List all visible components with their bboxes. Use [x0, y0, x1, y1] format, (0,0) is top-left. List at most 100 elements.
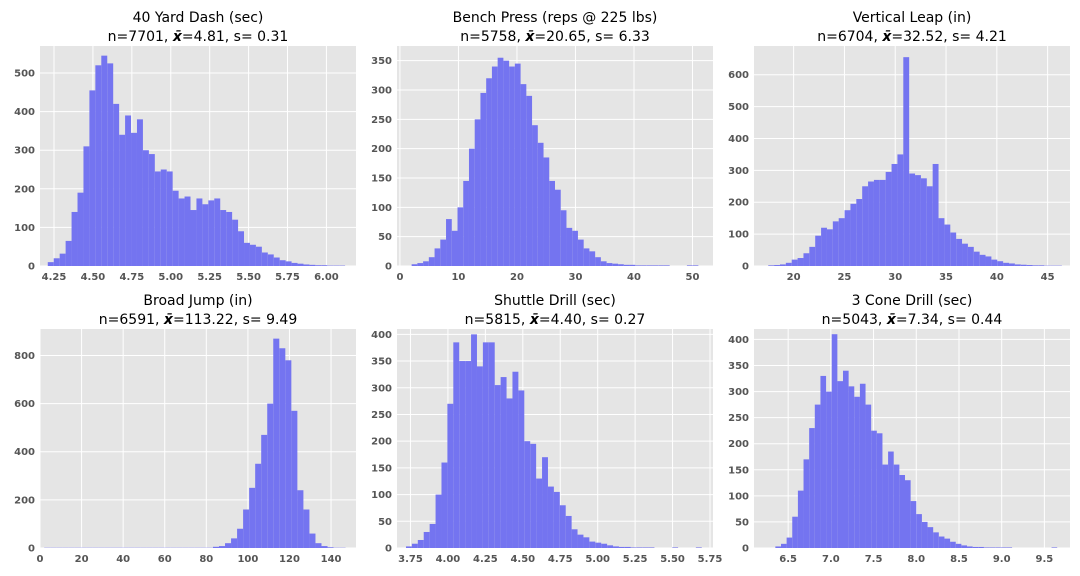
y-tick-label: 50	[378, 517, 392, 528]
subplot-2: 0 50 100 150 200 250 300 350 0 10 20 30 40 50 Bench Pr…	[371, 10, 713, 283]
histogram-bar	[53, 258, 60, 266]
y-tick-label: 400	[14, 107, 35, 118]
y-tick-label: 300	[371, 383, 392, 394]
histogram-bar	[1038, 265, 1045, 266]
x-tick-label: 5.50	[660, 554, 685, 565]
histogram-bar	[779, 264, 786, 266]
y-tick-label: 150	[728, 465, 749, 476]
histogram-bar	[995, 547, 1001, 548]
histogram-bar	[1009, 263, 1015, 266]
histogram-bar	[255, 463, 262, 548]
histogram-bar	[927, 527, 934, 548]
y-tick-label: 200	[14, 184, 35, 195]
x-tick-label: 140	[321, 554, 342, 565]
histogram-bar	[938, 218, 945, 266]
histogram-bar	[226, 211, 233, 266]
stats-mean-symbol: x̄	[881, 29, 892, 45]
x-tick-label: 9.0	[993, 554, 1011, 565]
y-tick-label: 0	[385, 544, 392, 555]
y-tick-label: 0	[385, 262, 392, 273]
histogram-bar	[309, 264, 316, 266]
x-tick-label: 40	[627, 272, 641, 283]
histogram-bar	[47, 262, 54, 266]
subplot-4: 0 200 400 600 800 0 20 40 60 80 100 120 140 Broad Jum…	[14, 293, 356, 565]
histogram-bar	[488, 342, 495, 548]
histogram-bar	[797, 258, 804, 266]
x-tick-label: 20	[787, 272, 801, 283]
histogram-bar	[613, 546, 619, 548]
histogram-bar	[629, 264, 636, 266]
chart-title: Vertical Leap (in)	[853, 10, 972, 26]
histogram-bar	[417, 539, 424, 548]
histogram-bar	[212, 546, 219, 548]
histogram-bar	[547, 486, 554, 548]
histogram-bar	[630, 547, 637, 548]
stats-mean-value: 7.34	[908, 312, 939, 328]
y-tick-label: 800	[14, 351, 35, 362]
stats-n-label: n=	[460, 29, 481, 45]
histogram-bar	[844, 210, 851, 266]
x-tick-label: 4.00	[436, 554, 461, 565]
histogram-bar	[560, 210, 567, 266]
y-tick-label: 100	[728, 230, 749, 241]
x-tick-label: 5.75	[275, 272, 300, 283]
histogram-bar	[888, 451, 894, 548]
histogram-bar	[612, 263, 619, 266]
histogram-bar	[178, 198, 185, 266]
histogram-bar	[411, 264, 418, 266]
histogram-bar	[291, 410, 298, 548]
histogram-bar	[77, 192, 84, 266]
histogram-bar	[231, 538, 238, 548]
histogram-bar	[457, 207, 464, 266]
histogram-bar	[831, 334, 838, 548]
stats-equals: =	[891, 29, 903, 45]
histogram-bar	[583, 248, 590, 266]
histogram-bar	[291, 262, 298, 266]
histogram-bar	[686, 265, 693, 266]
histogram-bar	[125, 115, 132, 266]
y-tick-label: 200	[728, 198, 749, 209]
y-tick-label: 150	[371, 463, 392, 474]
histogram-bar	[897, 154, 904, 266]
histogram-bar	[555, 189, 561, 266]
y-tick-label: 400	[728, 134, 749, 145]
histogram-bar	[920, 178, 927, 266]
histogram-bar	[480, 92, 487, 266]
histogram-bar	[202, 204, 209, 266]
chart-stats: n=5815, x̄=4.40, s= 0.27	[465, 312, 646, 328]
histogram-bar	[559, 505, 566, 548]
histogram-bar	[904, 480, 911, 548]
x-tick-label: 30	[569, 272, 583, 283]
histogram-bar	[463, 180, 469, 266]
x-tick-label: 120	[279, 554, 300, 565]
histogram-bar	[842, 370, 849, 548]
histogram-bar	[577, 534, 584, 548]
histogram-bar	[635, 265, 642, 266]
histogram-bar	[321, 546, 328, 548]
stats-n-label: n=	[108, 29, 129, 45]
y-tick-label: 200	[371, 144, 392, 155]
histogram-bar	[606, 263, 613, 266]
histogram-bar	[113, 103, 120, 266]
histogram-bar	[83, 146, 90, 266]
y-tick-label: 350	[728, 361, 749, 372]
histogram-bar	[978, 546, 984, 548]
x-tick-label: 4.50	[510, 554, 535, 565]
histogram-bar	[893, 464, 900, 548]
x-tick-label: 10	[451, 272, 465, 283]
histogram-bar	[451, 230, 458, 266]
histogram-bar	[909, 173, 916, 266]
histogram-bar	[838, 218, 845, 266]
histogram-bar	[566, 227, 573, 266]
histogram-bar	[636, 547, 643, 548]
histogram-bar	[871, 430, 877, 548]
histogram-bar	[595, 542, 602, 548]
histogram-bar	[468, 148, 475, 266]
histogram-bar	[261, 252, 268, 266]
stats-n-value: 5815	[485, 312, 521, 328]
histogram-bar	[549, 180, 555, 266]
histogram-bar	[65, 240, 72, 266]
histogram-bar	[571, 529, 578, 548]
histogram-bar	[967, 246, 974, 266]
